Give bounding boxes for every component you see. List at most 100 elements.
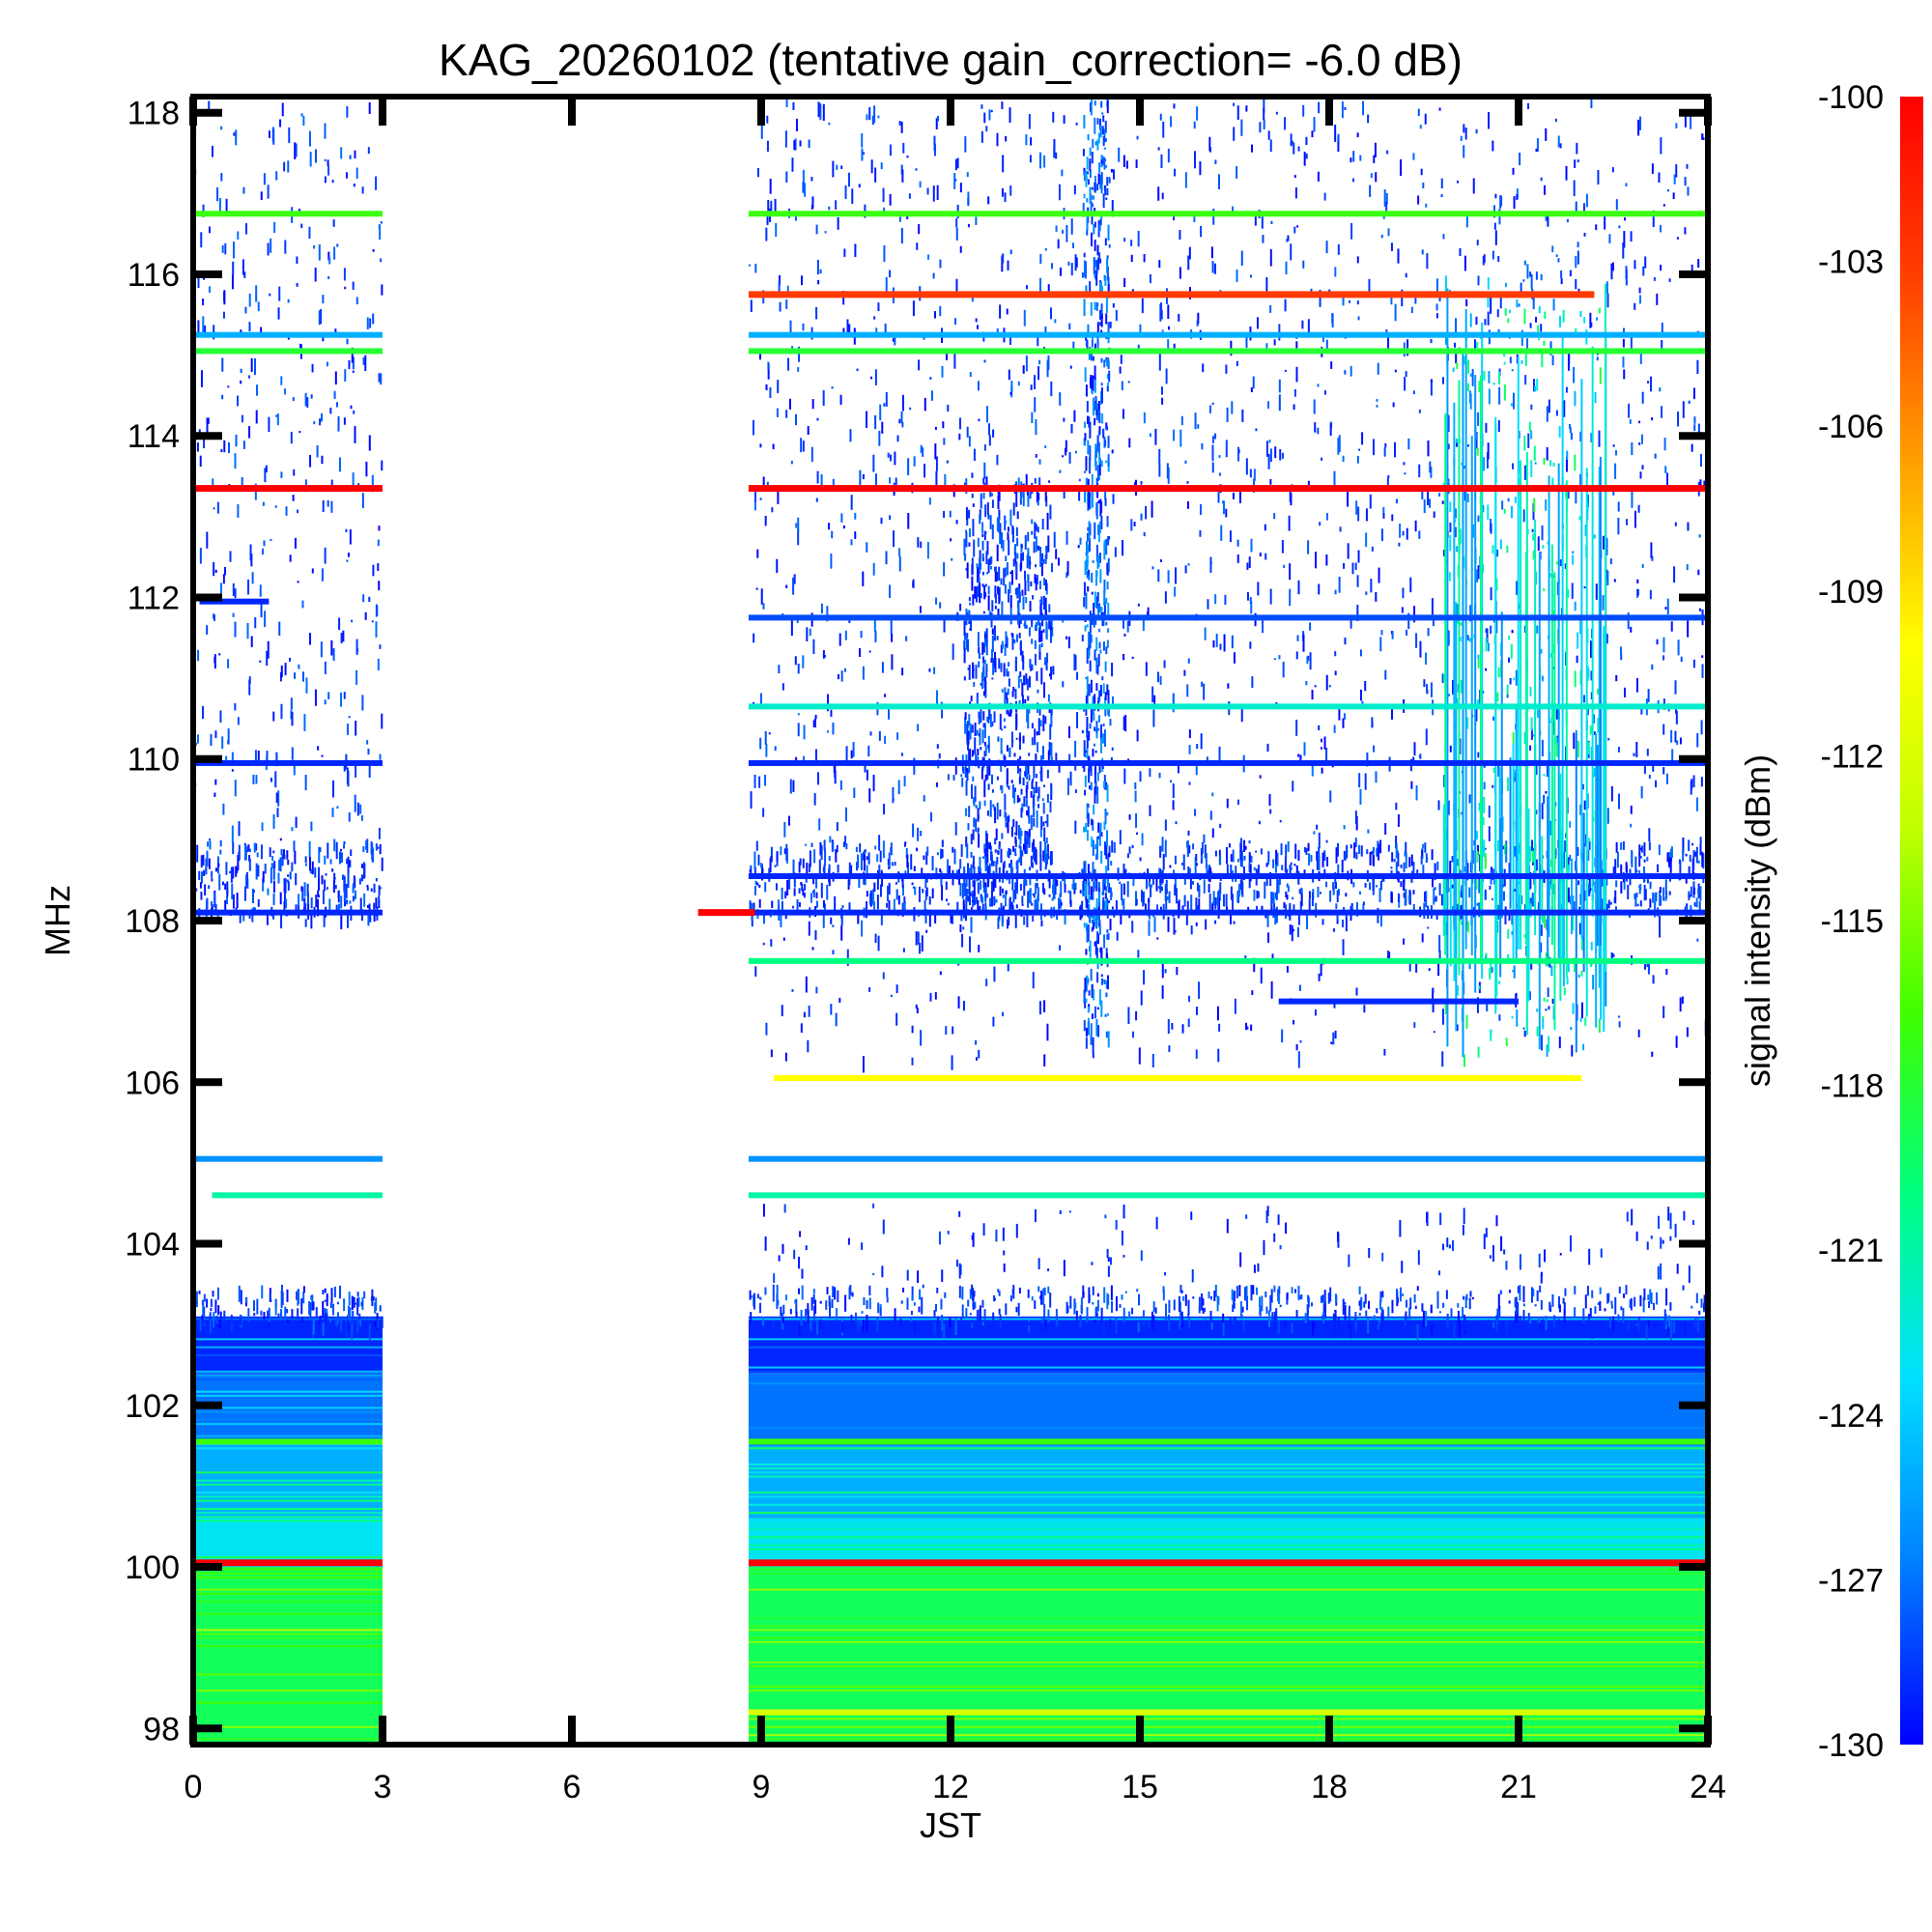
scatter-mark <box>854 531 857 539</box>
scatter-mark <box>944 473 947 491</box>
scatter-mark <box>1217 492 1220 503</box>
scatter-mark <box>196 844 199 863</box>
scatter-mark <box>1422 865 1425 875</box>
scatter-mark <box>1424 842 1427 853</box>
scatter-mark <box>1531 839 1534 852</box>
scatter-mark <box>1578 906 1581 912</box>
scatter-mark <box>1014 587 1017 595</box>
scatter-mark <box>1313 399 1316 414</box>
scatter-mark <box>1488 826 1491 841</box>
scatter-mark <box>1541 525 1544 541</box>
scatter-mark <box>834 770 837 784</box>
scatter-mark <box>373 1321 376 1327</box>
scatter-mark <box>223 440 226 453</box>
scatter-mark <box>1319 892 1321 895</box>
scatter-mark <box>934 992 937 1000</box>
scatter-mark <box>1615 199 1618 211</box>
scatter-mark <box>965 529 968 533</box>
scatter-mark <box>975 1057 978 1061</box>
scatter-mark <box>812 639 815 655</box>
scatter-mark <box>1371 546 1374 552</box>
scatter-mark <box>1253 957 1256 973</box>
scatter-mark <box>1050 710 1053 727</box>
scatter-mark <box>1343 825 1346 830</box>
scatter-mark <box>1143 253 1146 263</box>
scatter-mark <box>1014 544 1017 551</box>
scatter-mark <box>1699 843 1702 856</box>
scatter-mark <box>1173 429 1176 441</box>
scatter-mark <box>992 861 995 867</box>
scatter-mark <box>224 899 227 916</box>
scatter-mark <box>837 865 839 873</box>
scatter-mark <box>1035 883 1037 895</box>
scatter-mark <box>948 866 951 878</box>
scatter-mark <box>971 724 974 729</box>
scatter-mark <box>750 791 753 810</box>
scatter-mark <box>289 554 292 562</box>
scatter-mark <box>260 844 263 860</box>
scatter-mark <box>861 132 864 148</box>
scatter-mark <box>1091 1262 1094 1265</box>
scatter-mark <box>791 157 794 172</box>
scatter-mark <box>1495 1215 1498 1227</box>
scatter-mark <box>1532 379 1535 392</box>
scatter-mark <box>1038 477 1041 491</box>
scatter-mark <box>997 1289 1000 1293</box>
scatter-mark <box>1187 658 1190 664</box>
noise-floor-line <box>748 1475 1708 1478</box>
scatter-mark <box>902 1288 905 1293</box>
scatter-mark <box>1328 684 1331 688</box>
scatter-mark <box>1156 671 1159 683</box>
noise-floor-line <box>748 1503 1708 1506</box>
scatter-mark <box>1468 794 1471 804</box>
scatter-mark <box>936 852 939 856</box>
scatter-mark <box>1456 859 1459 867</box>
scatter-mark <box>1295 341 1298 354</box>
scatter-mark <box>894 451 896 466</box>
scatter-mark <box>805 976 808 993</box>
scatter-mark <box>1537 536 1540 552</box>
scatter-mark <box>333 838 336 852</box>
scatter-mark <box>988 863 991 879</box>
scatter-mark <box>1383 447 1386 457</box>
scatter-mark <box>267 888 270 895</box>
noise-floor-line <box>193 1394 383 1397</box>
scatter-mark <box>345 1317 348 1321</box>
noise-floor-line <box>193 1374 383 1377</box>
noise-floor-line <box>193 1435 383 1437</box>
scatter-mark <box>963 676 966 681</box>
scatter-mark <box>850 539 853 546</box>
scatter-mark <box>1061 169 1064 177</box>
scatter-mark <box>347 856 350 873</box>
scatter-mark <box>1011 875 1014 891</box>
scatter-mark <box>216 186 219 202</box>
scatter-mark <box>794 215 797 221</box>
scatter-mark <box>963 538 966 556</box>
scatter-mark <box>1391 631 1394 639</box>
scatter-mark <box>1018 1287 1021 1294</box>
scatter-mark <box>1692 1219 1695 1226</box>
scatter-mark <box>797 517 800 532</box>
scatter-mark <box>1039 606 1042 617</box>
scatter-mark <box>941 709 944 719</box>
scatter-mark <box>336 806 339 810</box>
scatter-mark <box>917 537 920 548</box>
scatter-mark <box>1333 724 1336 733</box>
scatter-mark <box>1438 883 1441 895</box>
scatter-mark <box>1606 570 1609 585</box>
scatter-mark <box>375 621 378 638</box>
scatter-mark <box>760 1323 763 1335</box>
scatter-mark <box>1690 1305 1693 1309</box>
scatter-mark <box>1173 1299 1176 1311</box>
scatter-mark <box>781 900 783 914</box>
scatter-mark <box>318 310 321 326</box>
scatter-mark <box>975 586 978 603</box>
scatter-mark <box>1555 410 1558 416</box>
scatter-mark <box>1214 850 1217 857</box>
scatter-mark <box>325 873 327 876</box>
scatter-mark <box>932 185 935 202</box>
scatter-mark <box>896 732 899 740</box>
scatter-mark <box>806 627 809 641</box>
noise-floor-line <box>193 1495 383 1498</box>
scatter-mark <box>1637 1029 1640 1037</box>
